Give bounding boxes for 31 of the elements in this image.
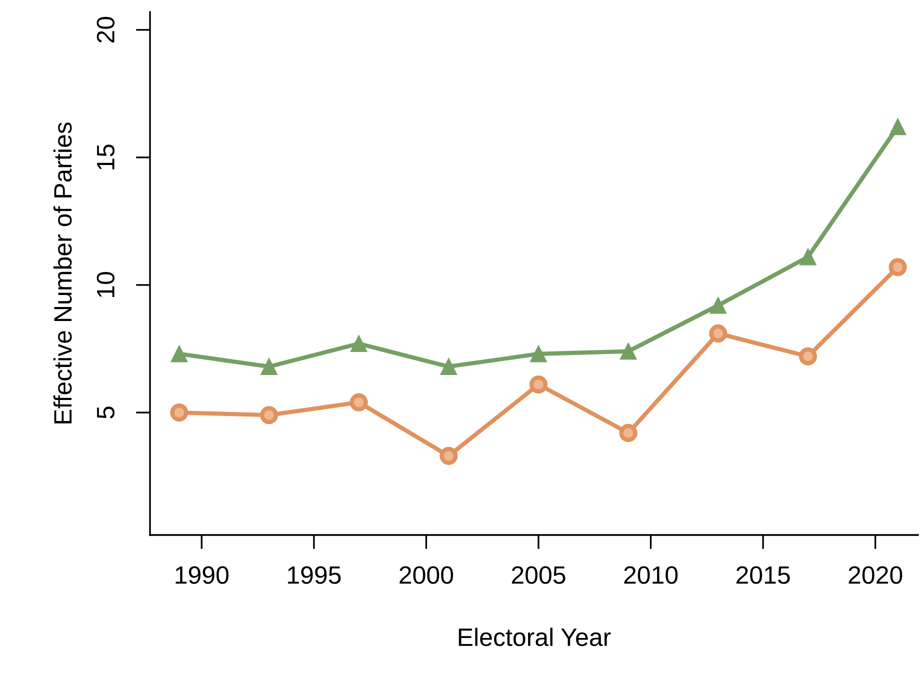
point xyxy=(350,335,368,352)
point xyxy=(619,424,638,442)
point xyxy=(620,342,637,360)
point xyxy=(709,324,728,342)
point xyxy=(170,346,188,362)
y-tick-label: 5 xyxy=(97,406,115,418)
point xyxy=(710,297,726,314)
x-tick-label: 2020 xyxy=(848,566,902,584)
point xyxy=(350,393,368,412)
point xyxy=(440,446,458,465)
x-tick-label: 2010 xyxy=(624,566,678,584)
x-tick-label: 1995 xyxy=(288,566,341,584)
point xyxy=(800,248,816,266)
point xyxy=(798,347,817,366)
x-tick-label: 1990 xyxy=(176,566,228,584)
point xyxy=(440,358,457,375)
point xyxy=(260,406,278,424)
x-tick-label: 2000 xyxy=(400,566,454,584)
y-axis-title: Effective Number of Parties xyxy=(53,122,72,424)
x-tick-label: 2005 xyxy=(512,566,566,584)
point xyxy=(889,118,906,136)
point xyxy=(170,404,188,422)
y-tick-label: 15 xyxy=(97,144,115,170)
point xyxy=(530,346,547,362)
x-axis-title: Electoral Year xyxy=(458,628,611,646)
y-tick-label: 20 xyxy=(96,16,115,43)
x-tick-label: 2015 xyxy=(736,566,790,584)
y-tick-label: 10 xyxy=(96,272,115,297)
point xyxy=(529,375,548,394)
point xyxy=(888,258,907,276)
point xyxy=(260,358,278,375)
